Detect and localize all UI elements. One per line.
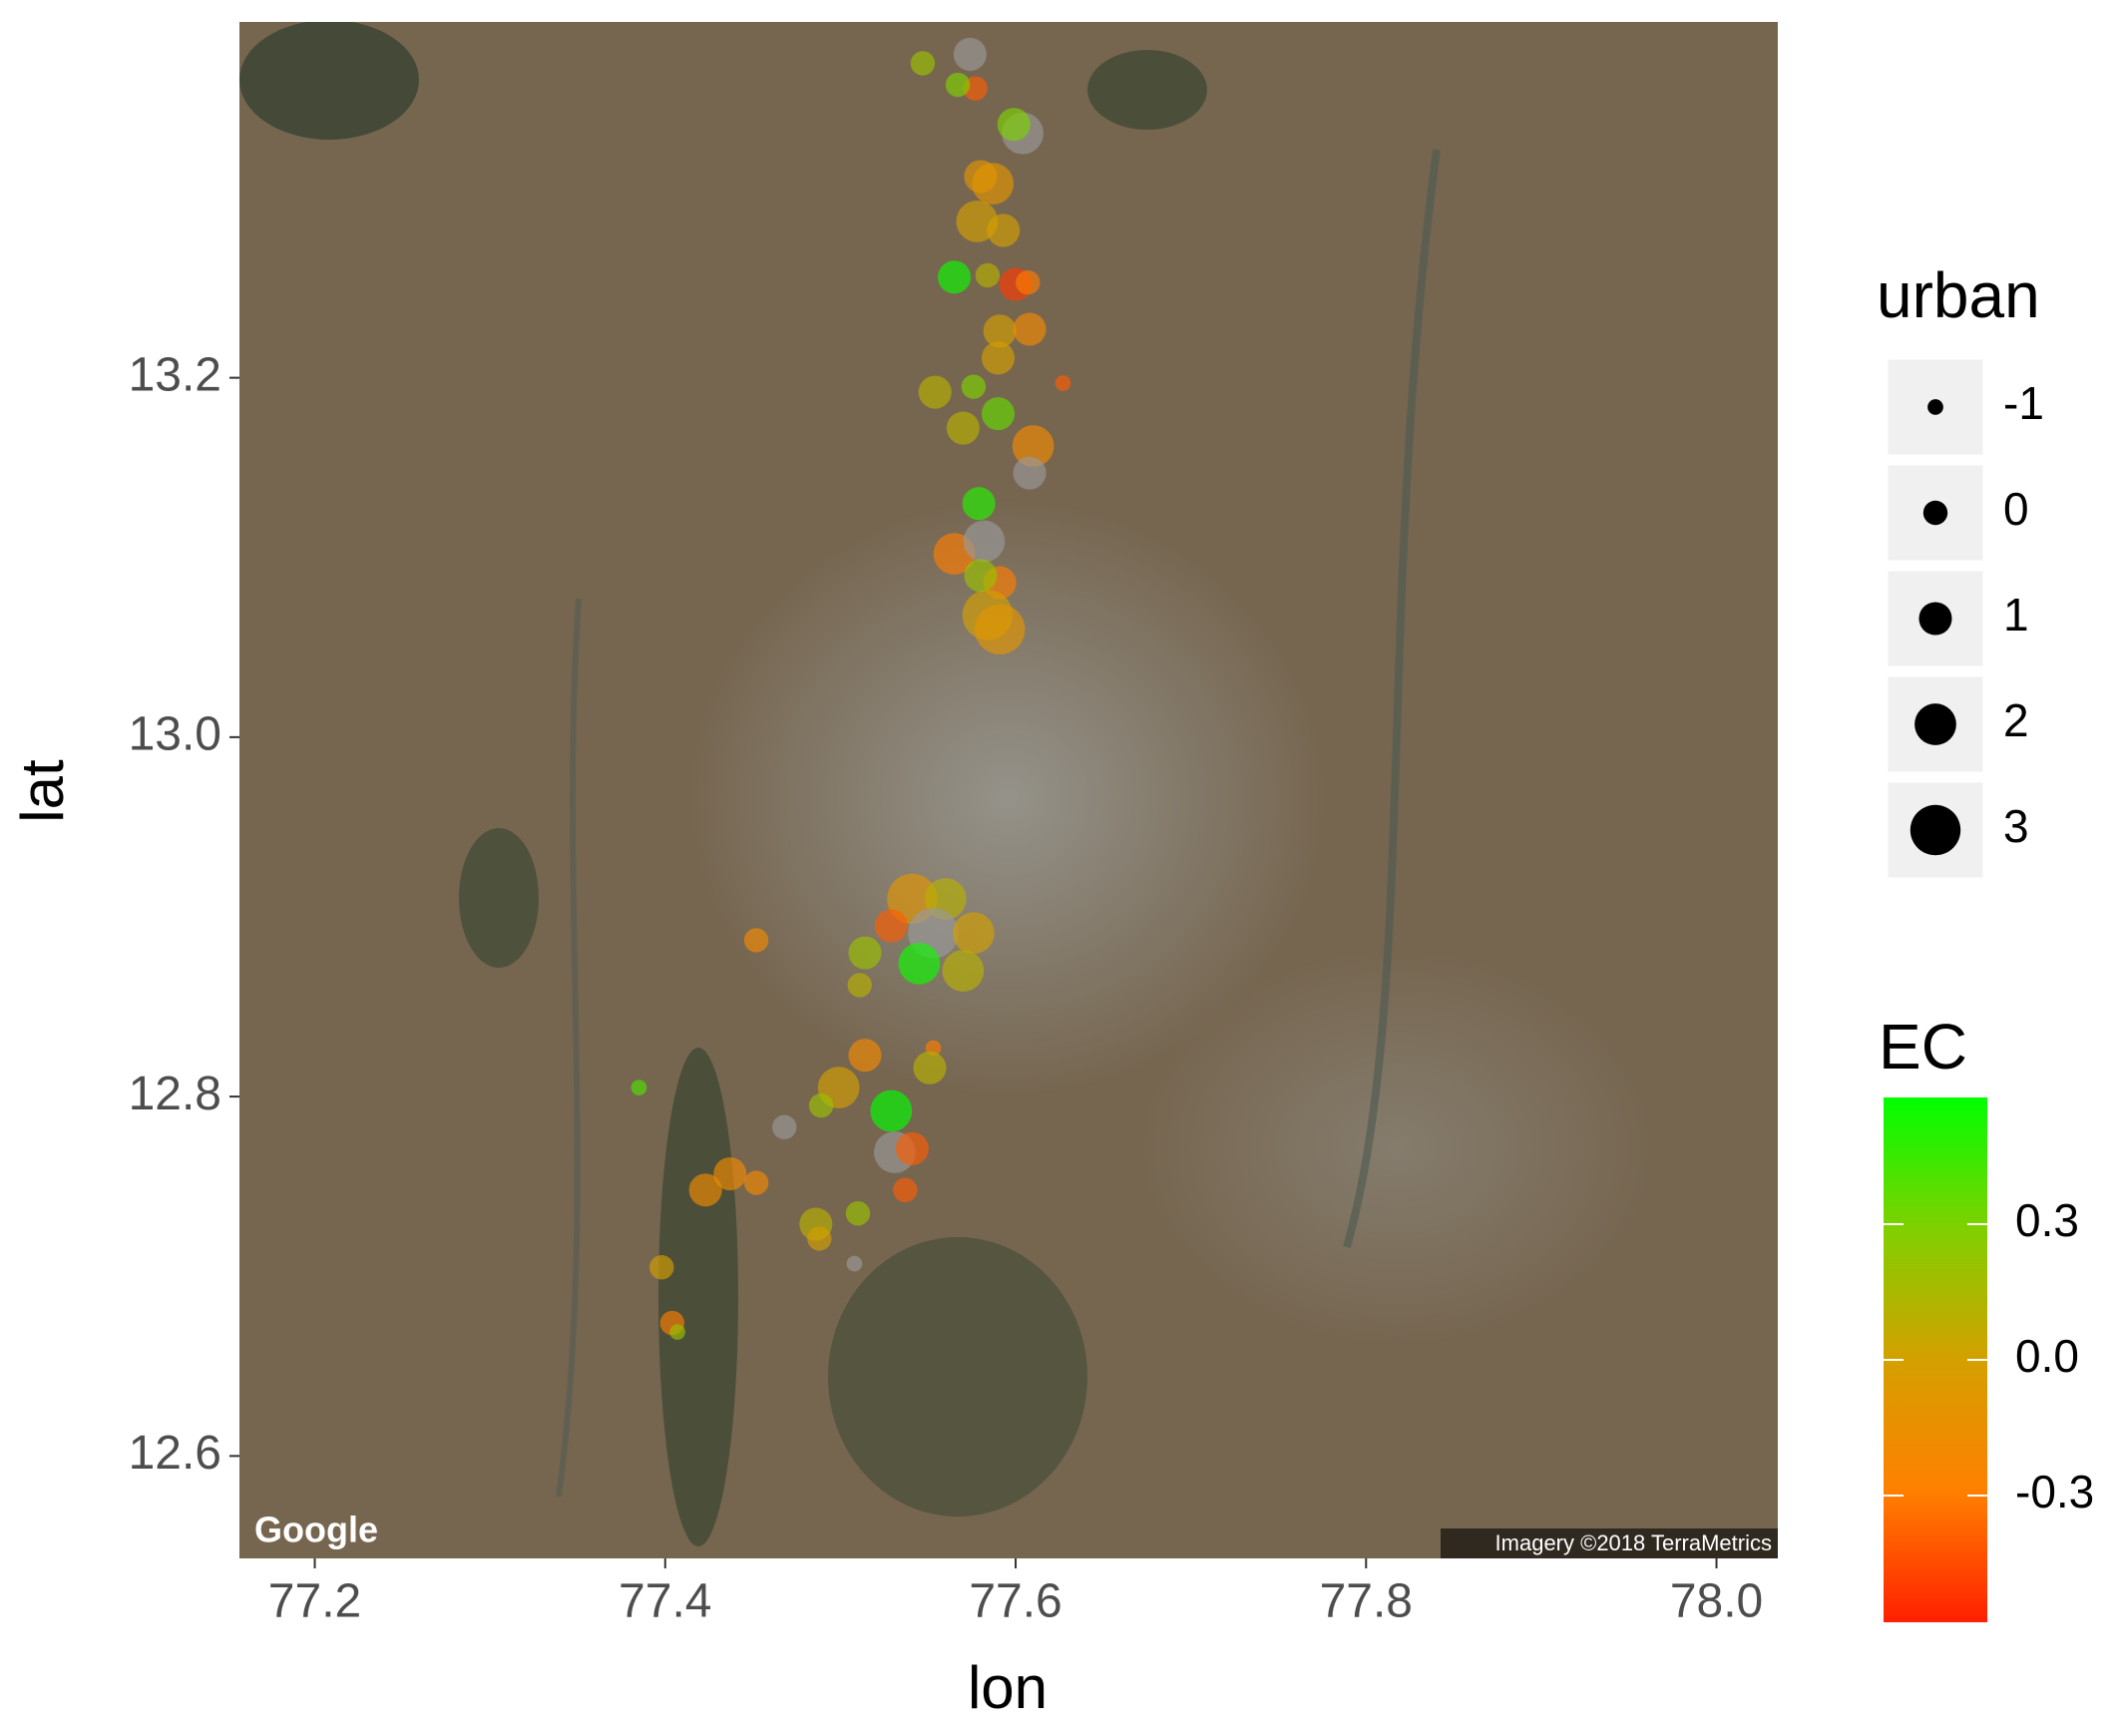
point [963,520,1006,563]
point [669,1324,685,1340]
x-tick-label: 77.4 [619,1575,711,1628]
point [649,1255,674,1280]
imagery-credit: Imagery ©2018 TerraMetrics [1495,1530,1772,1555]
point [946,411,980,445]
y-axis-title: lat [9,759,76,823]
x-tick-label: 77.6 [969,1575,1061,1628]
point [688,1173,722,1207]
point [975,262,1001,288]
colorbar-label: 0.3 [2015,1194,2079,1246]
point [918,375,952,409]
point [893,1177,918,1202]
point [961,374,987,399]
point [845,1200,871,1226]
point [987,214,1021,247]
legend-label: 1 [2003,589,2029,641]
legend-size-point [1922,500,1948,526]
point [743,1170,769,1195]
point [631,1080,647,1095]
points-layer [631,37,1071,1340]
point [953,37,987,71]
point [938,260,972,294]
point [1012,425,1055,467]
point [913,1051,947,1085]
y-tick-label: 13.2 [129,348,221,401]
point [895,1131,929,1165]
point [713,1157,747,1191]
size-legend-title: urban [1877,259,2040,331]
point [848,936,882,970]
point [975,604,1026,654]
point [848,1039,882,1073]
point [945,72,971,98]
point [942,950,985,992]
point [910,51,936,76]
legend-key [1885,779,1986,881]
legend-label: 0 [2003,483,2029,535]
google-logo: Google [254,1510,378,1550]
y-tick-label: 12.8 [129,1068,221,1120]
legend-label: 2 [2003,694,2029,746]
x-tick-label: 77.8 [1320,1575,1413,1628]
legend-size-point [1909,804,1961,856]
legend-label: 3 [2003,800,2029,852]
legend-size-point [1918,602,1952,636]
point [898,942,941,985]
point [997,108,1031,142]
x-tick-label: 77.2 [268,1575,361,1628]
credit-box [1441,1528,1778,1558]
point [847,973,872,998]
point [1013,456,1047,490]
legend-label: -1 [2003,377,2044,429]
point [962,487,996,521]
map-background [239,22,1778,1558]
point [1013,312,1047,346]
colorbar-label: 0.0 [2015,1330,2079,1382]
legend-size-point [1927,399,1943,415]
color-legend-title: EC [1879,1011,1967,1083]
point [846,1255,863,1272]
point [1016,269,1041,295]
point [870,1089,913,1132]
y-tick-label: 12.6 [129,1427,221,1480]
point [983,314,1017,348]
legend-size-point [1914,703,1956,745]
point [1055,375,1071,391]
point [874,909,908,943]
y-tick-label: 13.0 [129,708,221,761]
x-tick-label: 78.0 [1670,1575,1763,1628]
point [807,1226,832,1251]
point [772,1114,797,1139]
point [953,912,995,955]
point [981,397,1015,431]
colorbar-label: -0.3 [2015,1466,2094,1518]
point [743,928,769,953]
point [808,1092,834,1118]
point [981,341,1015,375]
point [972,163,1015,205]
point [964,559,998,593]
x-axis-title: lon [968,1654,1048,1721]
